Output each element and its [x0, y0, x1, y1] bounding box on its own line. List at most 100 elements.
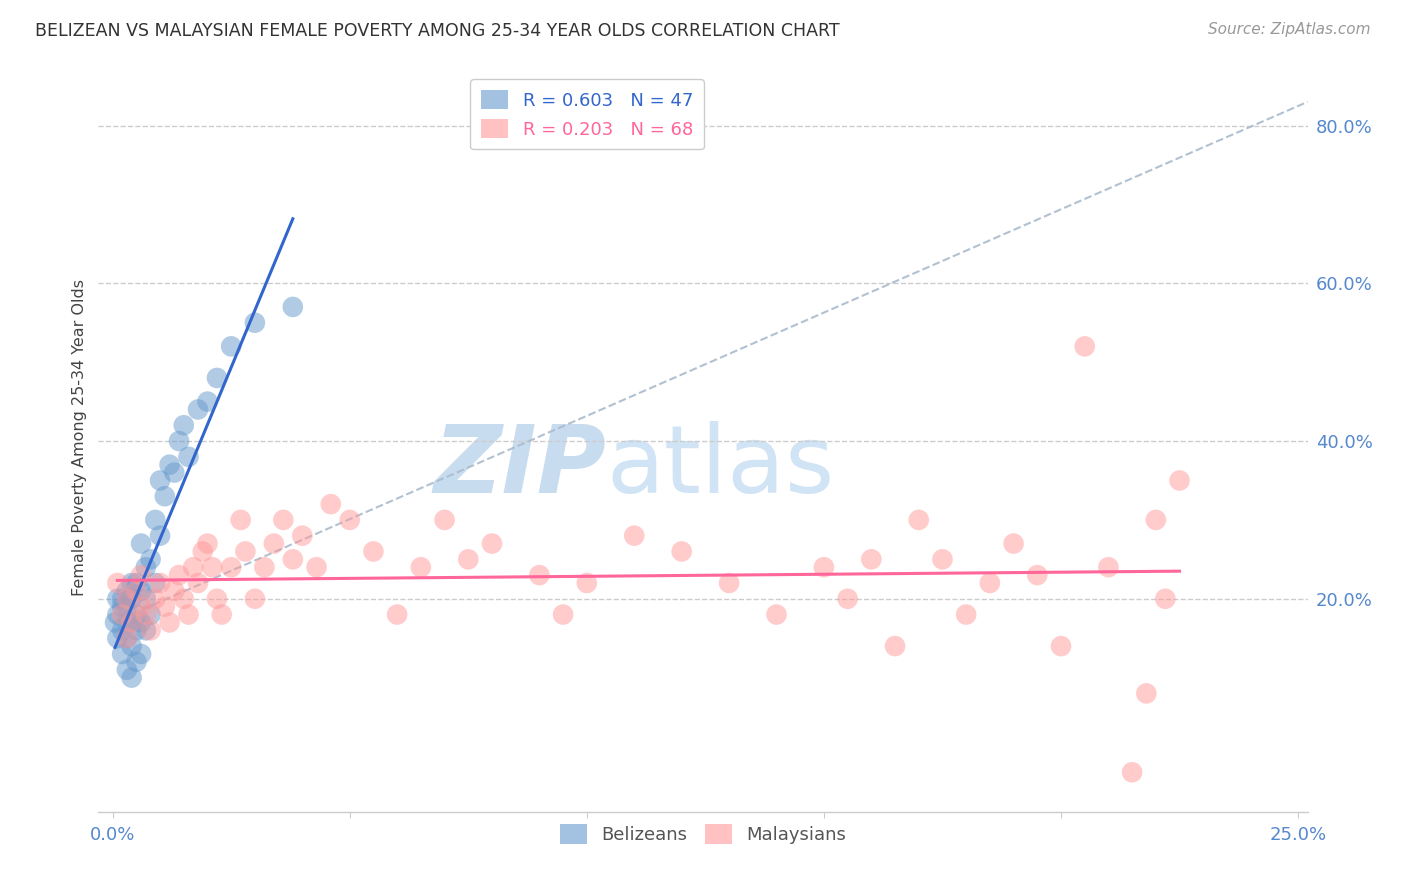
Point — [305, 560, 328, 574]
Point — [187, 402, 209, 417]
Point — [205, 591, 228, 606]
Point — [111, 624, 134, 638]
Point — [433, 513, 456, 527]
Point — [1026, 568, 1049, 582]
Point — [105, 576, 128, 591]
Point — [205, 371, 228, 385]
Point — [339, 513, 361, 527]
Point — [135, 624, 157, 638]
Point — [173, 418, 195, 433]
Point — [104, 615, 127, 630]
Text: ZIP: ZIP — [433, 421, 606, 513]
Point — [105, 631, 128, 645]
Point — [1135, 686, 1157, 700]
Point — [860, 552, 883, 566]
Point — [105, 591, 128, 606]
Point — [121, 576, 143, 591]
Point — [121, 671, 143, 685]
Point — [143, 513, 166, 527]
Point — [143, 576, 166, 591]
Point — [931, 552, 953, 566]
Point — [129, 583, 152, 598]
Point — [243, 316, 266, 330]
Text: Source: ZipAtlas.com: Source: ZipAtlas.com — [1208, 22, 1371, 37]
Point — [139, 607, 162, 622]
Point — [135, 591, 157, 606]
Point — [129, 568, 152, 582]
Point — [363, 544, 385, 558]
Point — [129, 599, 152, 614]
Point — [149, 576, 172, 591]
Point — [159, 615, 181, 630]
Point — [979, 576, 1001, 591]
Point — [457, 552, 479, 566]
Point — [163, 466, 186, 480]
Point — [125, 624, 148, 638]
Point — [273, 513, 295, 527]
Point — [121, 615, 143, 630]
Point — [385, 607, 408, 622]
Point — [263, 536, 285, 550]
Text: atlas: atlas — [606, 421, 835, 513]
Point — [229, 513, 252, 527]
Point — [1168, 474, 1191, 488]
Point — [671, 544, 693, 558]
Point — [159, 458, 181, 472]
Point — [167, 434, 190, 448]
Legend: Belizeans, Malaysians: Belizeans, Malaysians — [553, 817, 853, 851]
Point — [149, 474, 172, 488]
Point — [163, 583, 186, 598]
Point — [181, 560, 204, 574]
Point — [481, 536, 503, 550]
Point — [623, 529, 645, 543]
Point — [125, 655, 148, 669]
Point — [115, 615, 138, 630]
Point — [115, 591, 138, 606]
Point — [243, 591, 266, 606]
Point — [139, 552, 162, 566]
Point — [1154, 591, 1177, 606]
Point — [139, 624, 162, 638]
Point — [173, 591, 195, 606]
Point — [111, 591, 134, 606]
Point — [143, 591, 166, 606]
Point — [191, 544, 214, 558]
Point — [149, 529, 172, 543]
Point — [765, 607, 787, 622]
Point — [201, 560, 224, 574]
Point — [167, 568, 190, 582]
Point — [187, 576, 209, 591]
Point — [121, 591, 143, 606]
Point — [253, 560, 276, 574]
Point — [235, 544, 257, 558]
Point — [575, 576, 598, 591]
Point — [153, 489, 176, 503]
Point — [1121, 765, 1143, 780]
Point — [111, 647, 134, 661]
Point — [111, 607, 134, 622]
Point — [121, 639, 143, 653]
Y-axis label: Female Poverty Among 25-34 Year Olds: Female Poverty Among 25-34 Year Olds — [72, 278, 87, 596]
Point — [409, 560, 432, 574]
Point — [177, 450, 200, 464]
Point — [115, 663, 138, 677]
Text: BELIZEAN VS MALAYSIAN FEMALE POVERTY AMONG 25-34 YEAR OLDS CORRELATION CHART: BELIZEAN VS MALAYSIAN FEMALE POVERTY AMO… — [35, 22, 839, 40]
Point — [129, 536, 152, 550]
Point — [115, 631, 138, 645]
Point — [115, 631, 138, 645]
Point — [129, 615, 152, 630]
Point — [115, 599, 138, 614]
Point — [211, 607, 233, 622]
Point — [291, 529, 314, 543]
Point — [125, 583, 148, 598]
Point — [813, 560, 835, 574]
Point — [125, 607, 148, 622]
Point — [197, 394, 219, 409]
Point — [111, 599, 134, 614]
Point — [319, 497, 342, 511]
Point — [125, 576, 148, 591]
Point — [177, 607, 200, 622]
Point — [105, 607, 128, 622]
Point — [529, 568, 551, 582]
Point — [115, 583, 138, 598]
